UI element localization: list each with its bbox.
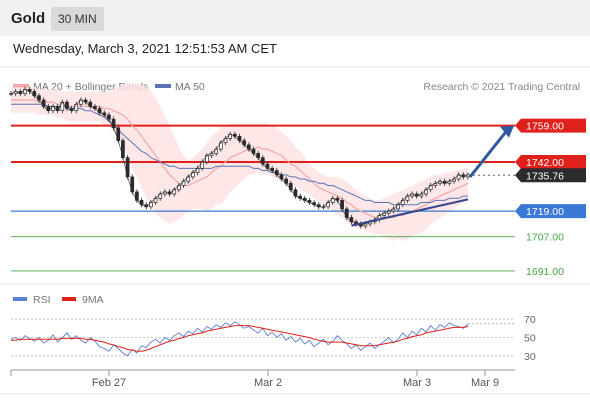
rsi-panel: 70 50 30 (10, 314, 536, 363)
candle-body (344, 208, 349, 218)
rsi-9ma-line (11, 325, 469, 352)
candle-body (293, 189, 298, 197)
rsi-legend: RSI 9MA (13, 294, 104, 306)
candle-body (200, 161, 205, 169)
level-tag-label: 1735.76 (526, 170, 564, 182)
projection-arrow-shaft (468, 130, 508, 178)
timestamp: Wednesday, March 3, 2021 12:51:53 AM CET (13, 41, 277, 56)
rsi-tick-label: 70 (524, 314, 536, 326)
legend-label-9ma: 9MA (82, 294, 104, 306)
candle-body (9, 93, 13, 95)
legend-swatch-ma50 (155, 84, 171, 88)
credit-text: Research © 2021 Trading Central (423, 81, 580, 93)
level-tag-label: 1719.00 (526, 206, 564, 218)
level-tag-1759.00 (515, 118, 586, 133)
level-tag-1735.76 (515, 168, 586, 183)
candle-body (111, 118, 116, 129)
rsi-tick-label: 50 (524, 333, 536, 345)
main-legend: MA 20 + Bollinger Bands MA 50 Research ©… (13, 81, 580, 93)
candle-body (65, 101, 69, 109)
level-tag-label: 1759.00 (526, 121, 564, 133)
rsi-line (10, 321, 469, 357)
trend-annotations (351, 125, 514, 227)
instrument-title: Gold (11, 10, 46, 27)
candle-body (74, 103, 79, 112)
legend-swatch-rsi (13, 297, 27, 301)
candle-body (116, 127, 121, 141)
uptrend-line (351, 198, 469, 227)
level-tag-1742.00 (515, 154, 586, 169)
rsi-tick-label: 30 (524, 351, 536, 363)
x-tick-label: Mar 2 (254, 377, 282, 389)
candle-body (125, 157, 130, 178)
legend-label-ma50: MA 50 (175, 81, 205, 93)
legend-swatch-9ma (62, 297, 76, 301)
price-candles (9, 86, 470, 229)
x-tick-label: Mar 3 (403, 377, 431, 389)
ma50-line (11, 103, 468, 206)
legend-swatch-ma20 (13, 84, 29, 88)
level-tag-1719.00 (515, 204, 586, 219)
level-lines (11, 124, 515, 272)
level-tag-label: 1742.00 (526, 157, 564, 169)
candle-body (121, 140, 125, 159)
top-bar: Gold 30 MIN (0, 0, 590, 36)
x-tick-label: Feb 27 (92, 377, 126, 389)
projection-arrow-head (500, 125, 514, 138)
level-label: 1707.00 (526, 232, 564, 244)
x-tick-label: Mar 9 (471, 377, 499, 389)
legend-label-rsi: RSI (33, 294, 51, 306)
timeframe-button[interactable]: 30 MIN (51, 7, 104, 31)
level-label: 1691.00 (526, 266, 564, 278)
price-line (10, 88, 469, 227)
x-axis: Feb 27 Mar 2 Mar 3 Mar 9 (92, 370, 499, 389)
